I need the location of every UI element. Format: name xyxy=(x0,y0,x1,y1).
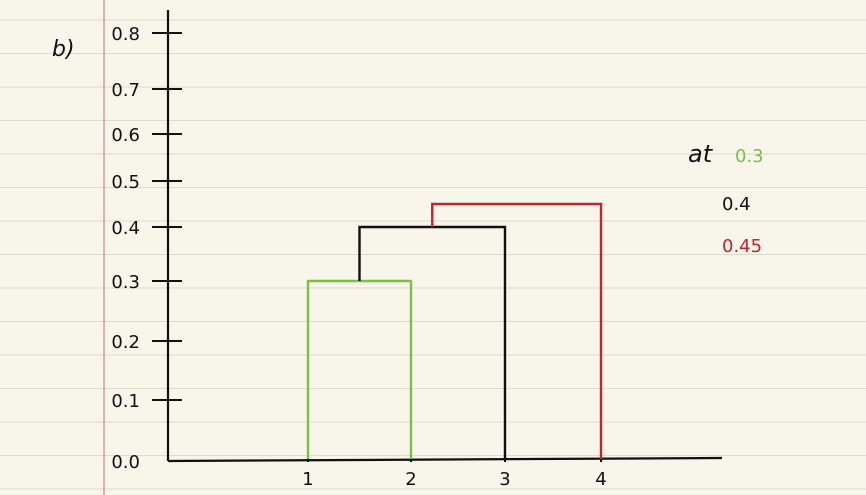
x-tick-label: 3 xyxy=(499,469,510,490)
y-tick-label: 0.8 xyxy=(111,24,140,45)
dendrogram-axes xyxy=(166,10,723,463)
y-tick-label: 0.3 xyxy=(111,272,140,293)
legend-entry: 0.45 xyxy=(722,236,762,257)
y-tick-label: 0.2 xyxy=(111,332,140,353)
y-tick-label: 0.0 xyxy=(111,452,140,473)
y-tick-label: 0.7 xyxy=(111,80,140,101)
ruled-lines xyxy=(0,19,866,490)
legend-entry: 0.3 xyxy=(735,146,764,167)
x-tick-label: 2 xyxy=(405,469,416,490)
x-tick-label: 1 xyxy=(302,469,313,490)
legend-entry: 0.4 xyxy=(722,194,751,215)
y-tick-group: 0.0 0.1 0.2 0.3 0.4 0.5 0.6 0.7 0.8 xyxy=(111,24,182,473)
merge-branch xyxy=(358,225,507,459)
y-tick-label: 0.5 xyxy=(111,172,140,193)
merge-branch xyxy=(431,202,603,459)
merge-height-legend: at 0.3 0.4 0.45 xyxy=(688,140,764,257)
x-tick-label: 4 xyxy=(595,469,606,490)
y-tick-label: 0.1 xyxy=(111,391,140,412)
merge-branch xyxy=(306,279,413,459)
legend-prefix: at xyxy=(688,140,714,168)
x-axis xyxy=(167,456,723,463)
dendrogram-branches xyxy=(306,202,603,459)
y-tick-label: 0.4 xyxy=(111,218,140,239)
y-tick-label: 0.6 xyxy=(111,125,140,146)
part-label: b) xyxy=(52,37,75,62)
